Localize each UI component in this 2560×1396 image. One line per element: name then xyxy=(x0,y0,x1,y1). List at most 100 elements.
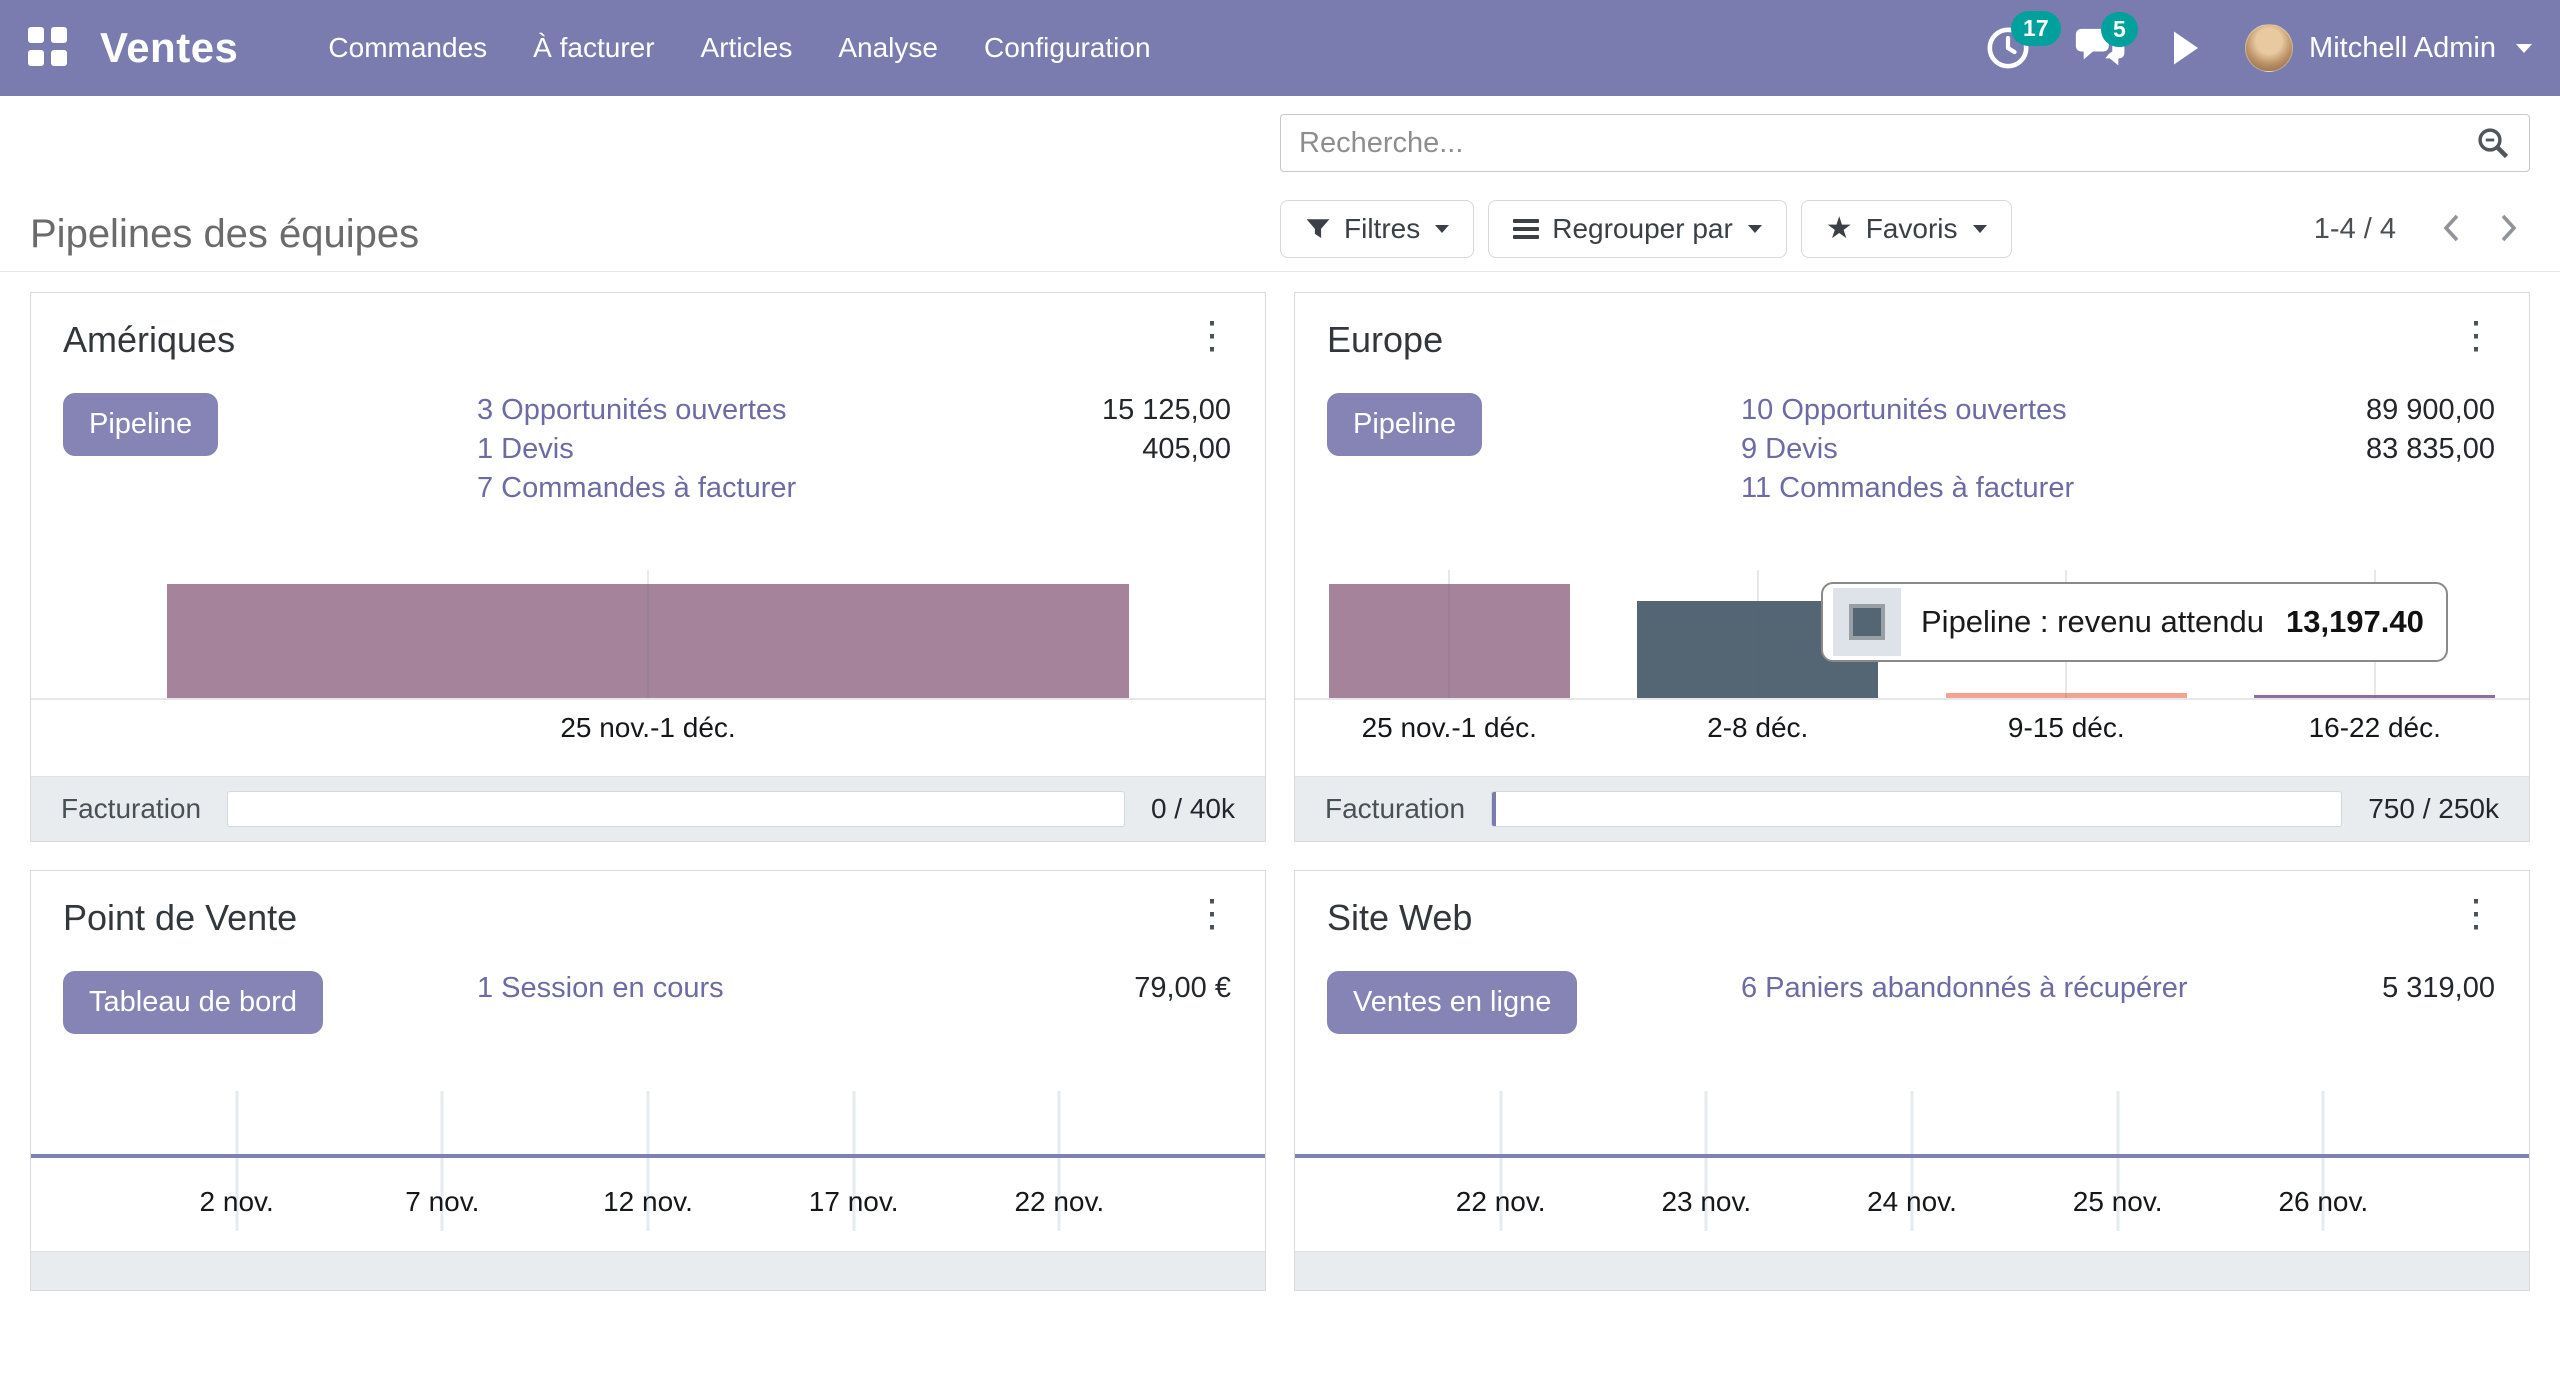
card-menu-kebab-icon[interactable]: ⋮ xyxy=(2449,895,2503,933)
chart-bar[interactable] xyxy=(1945,692,2187,698)
ameriques-bar-chart[interactable]: 25 nov.-1 déc. xyxy=(31,570,1265,776)
quotations-link[interactable]: 9 Devis xyxy=(1741,433,1838,465)
menu-item-a-facturer[interactable]: À facturer xyxy=(533,32,655,63)
quotations-link[interactable]: 1 Devis xyxy=(477,433,574,465)
pipeline-button[interactable]: Pipeline xyxy=(63,393,219,456)
stat-row: 6 Paniers abandonnés à récupérer 5 319,0… xyxy=(1741,969,2495,1008)
orders-to-invoice-link[interactable]: 11 Commandes à facturer xyxy=(1741,472,2075,504)
invoicing-progress-bar xyxy=(227,791,1125,827)
chart-x-axis: 25 nov.-1 déc. xyxy=(31,700,1265,776)
group-by-button[interactable]: Regrouper par xyxy=(1488,200,1787,258)
europe-bar-chart[interactable]: 25 nov.-1 déc. 2-8 déc. 9-15 déc. 16-22 déc… xyxy=(1295,570,2529,776)
card-footer xyxy=(1295,1251,2529,1290)
invoicing-label: Facturation xyxy=(1325,793,1466,824)
chart-bar[interactable] xyxy=(1328,583,1570,698)
chart-bar[interactable] xyxy=(166,584,1130,698)
gridline xyxy=(235,1091,239,1231)
search-input[interactable] xyxy=(1299,126,2475,160)
x-axis-label: 25 nov.-1 déc. xyxy=(560,712,736,743)
gridline xyxy=(2321,1091,2325,1231)
chart-tooltip: Pipeline : revenu attendu 13,197.40 xyxy=(1821,582,2448,662)
session-link[interactable]: 1 Session en cours xyxy=(477,972,724,1004)
search-box xyxy=(1280,114,2530,172)
team-card-europe: Europe ⋮ Pipeline 10 Opportunités ouvert… xyxy=(1294,292,2530,842)
gridline xyxy=(647,570,649,698)
menu-item-commandes[interactable]: Commandes xyxy=(328,32,488,63)
tooltip-label: Pipeline : revenu attendu xyxy=(1921,604,2264,639)
stat-row: 3 Opportunités ouvertes 15 125,00 xyxy=(477,391,1231,430)
gridline xyxy=(1910,1091,1914,1231)
x-axis-label: 12 nov. xyxy=(603,1186,693,1217)
online-sales-button[interactable]: Ventes en ligne xyxy=(1327,971,1578,1034)
gridline xyxy=(1499,1091,1503,1231)
play-icon xyxy=(2174,31,2199,65)
invoicing-progress-bar xyxy=(1491,791,2343,827)
data-line xyxy=(31,1154,1265,1158)
x-axis-label: 22 nov. xyxy=(1455,1186,1546,1217)
play-tour-button[interactable] xyxy=(2171,29,2201,67)
x-axis-label: 25 nov. xyxy=(2072,1186,2163,1217)
chart-plot-area[interactable] xyxy=(31,570,1265,700)
stat-value: 5 319,00 xyxy=(2382,972,2495,1004)
stat-value: 83 835,00 xyxy=(2365,433,2495,465)
menu-item-articles[interactable]: Articles xyxy=(700,32,793,63)
point-de-vente-line-chart[interactable]: 2 nov. 7 nov. 12 nov. 17 nov. 22 nov. xyxy=(31,1091,1265,1231)
dashboard-button[interactable]: Tableau de bord xyxy=(63,971,323,1034)
tooltip-swatch-cell xyxy=(1833,588,1901,656)
chart-plot-area[interactable] xyxy=(1295,570,2529,700)
chart-bar[interactable] xyxy=(2254,694,2496,698)
top-navbar: Ventes Commandes À facturer Articles Ana… xyxy=(0,0,2560,96)
menu-item-analyse[interactable]: Analyse xyxy=(838,32,938,63)
page-title: Pipelines des équipes xyxy=(30,212,420,256)
card-menu-kebab-icon[interactable]: ⋮ xyxy=(1185,895,1239,933)
activity-count-badge: 17 xyxy=(2011,11,2061,46)
card-menu-kebab-icon[interactable]: ⋮ xyxy=(2449,317,2503,355)
filter-toolbar: Filtres Regrouper par ★ Favoris xyxy=(1280,200,2012,258)
systray: 17 5 Mitchell Admin xyxy=(1985,11,2532,72)
x-axis-label: 17 nov. xyxy=(808,1186,899,1217)
activities-button[interactable]: 17 xyxy=(1985,11,2061,71)
user-avatar xyxy=(2245,24,2294,72)
gridline xyxy=(1448,570,1451,698)
tooltip-value: 13,197.40 xyxy=(2285,604,2424,639)
group-by-icon xyxy=(1513,219,1540,239)
stat-value: 79,00 € xyxy=(1134,972,1231,1004)
user-menu[interactable]: Mitchell Admin xyxy=(2245,24,2532,72)
card-menu-kebab-icon[interactable]: ⋮ xyxy=(1185,317,1239,355)
pager-range: 1-4 / 4 xyxy=(2313,212,2396,245)
stat-row: 1 Devis 405,00 xyxy=(477,430,1231,469)
series-swatch-icon xyxy=(1849,604,1885,640)
x-axis-label: 24 nov. xyxy=(1867,1186,1957,1217)
abandoned-carts-link[interactable]: 6 Paniers abandonnés à récupérer xyxy=(1741,972,2188,1004)
favorites-button[interactable]: ★ Favoris xyxy=(1800,200,2012,258)
x-axis-label: 9-15 déc. xyxy=(2007,712,2125,743)
opportunities-link[interactable]: 10 Opportunités ouvertes xyxy=(1741,394,2067,426)
apps-menu-icon[interactable] xyxy=(28,27,70,69)
gridline xyxy=(852,1091,856,1231)
star-icon: ★ xyxy=(1825,212,1853,245)
x-axis-label: 7 nov. xyxy=(405,1186,480,1217)
team-card-ameriques: Amériques ⋮ Pipeline 3 Opportunités ouve… xyxy=(30,292,1266,842)
orders-to-invoice-link[interactable]: 7 Commandes à facturer xyxy=(477,472,797,504)
invoicing-progress-value: 750 / 250k xyxy=(2368,793,2499,824)
site-web-line-chart[interactable]: 22 nov. 23 nov. 24 nov. 25 nov. 26 nov. xyxy=(1295,1091,2529,1231)
menu-item-configuration[interactable]: Configuration xyxy=(983,32,1151,63)
team-card-site-web: Site Web ⋮ Ventes en ligne 6 Paniers aba… xyxy=(1294,870,2530,1291)
filters-button[interactable]: Filtres xyxy=(1280,200,1475,258)
opportunities-link[interactable]: 3 Opportunités ouvertes xyxy=(477,394,787,426)
invoicing-progress-value: 0 / 40k xyxy=(1150,793,1235,824)
pipeline-button[interactable]: Pipeline xyxy=(1327,393,1483,456)
x-axis-label: 26 nov. xyxy=(2278,1186,2369,1217)
funnel-icon xyxy=(1306,219,1330,238)
x-axis-label: 23 nov. xyxy=(1661,1186,1752,1217)
stat-value: 15 125,00 xyxy=(1101,394,1231,426)
chevron-down-icon xyxy=(1435,225,1450,233)
pager-next-button[interactable] xyxy=(2488,205,2530,254)
search-icon[interactable] xyxy=(2475,125,2511,161)
invoicing-target-footer: Facturation 0 / 40k xyxy=(31,776,1265,841)
pager-previous-button[interactable] xyxy=(2430,205,2472,254)
gridline xyxy=(646,1091,650,1231)
teams-dashboard: Amériques ⋮ Pipeline 3 Opportunités ouve… xyxy=(0,272,2560,1291)
stat-row: 10 Opportunités ouvertes 89 900,00 xyxy=(1741,391,2495,430)
messages-button[interactable]: 5 xyxy=(2075,12,2138,70)
